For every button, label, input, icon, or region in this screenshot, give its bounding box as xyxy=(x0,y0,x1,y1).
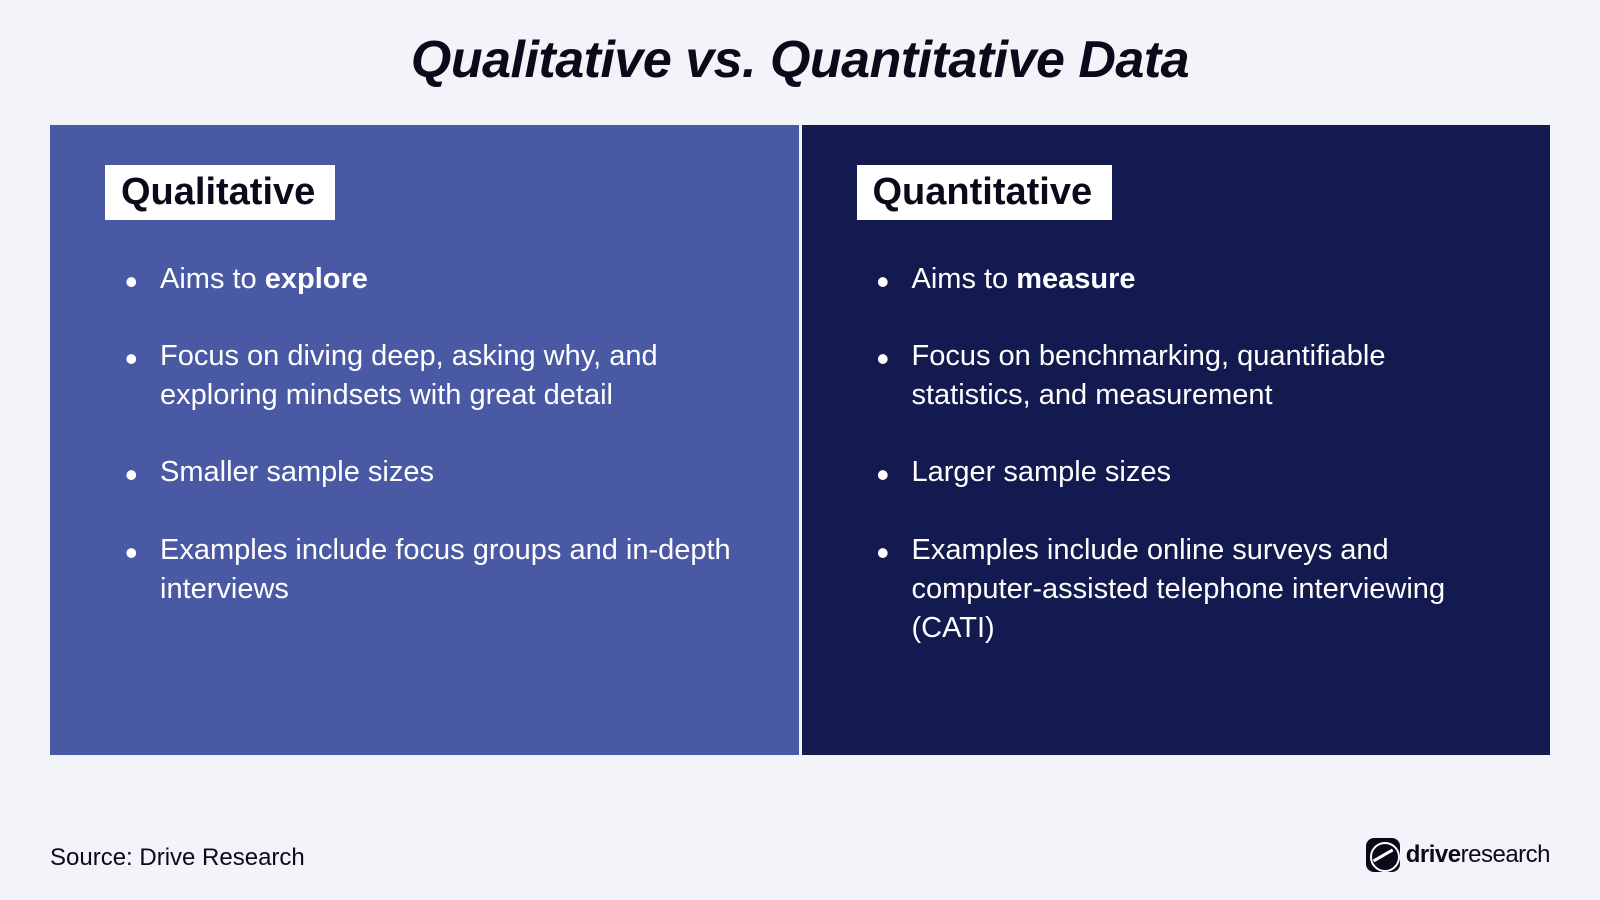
bullet-text-prefix: Larger sample sizes xyxy=(912,456,1172,488)
logo-text-bold: drive xyxy=(1406,841,1461,868)
bullet-item: Focus on diving deep, asking why, and ex… xyxy=(125,337,744,415)
logo-text-suffix: research xyxy=(1461,841,1550,868)
brand-logo-icon xyxy=(1366,838,1400,872)
bullet-text-prefix: Focus on benchmarking, quantifiable stat… xyxy=(912,340,1386,411)
bullet-text-bold: measure xyxy=(1016,263,1135,295)
bullet-text-prefix: Focus on diving deep, asking why, and ex… xyxy=(160,340,658,411)
bullet-item: Aims to explore xyxy=(125,260,744,299)
bullet-text-prefix: Examples include online surveys and comp… xyxy=(912,534,1446,644)
bullet-text-prefix: Smaller sample sizes xyxy=(160,456,434,488)
brand-logo: driveresearch xyxy=(1366,838,1550,872)
bullet-text-prefix: Aims to xyxy=(160,263,265,295)
brand-logo-text: driveresearch xyxy=(1406,841,1550,869)
bullet-item: Smaller sample sizes xyxy=(125,453,744,492)
bullet-item: Aims to measure xyxy=(877,260,1496,299)
bullet-item: Larger sample sizes xyxy=(877,453,1496,492)
bullet-list-qualitative: Aims to explore Focus on diving deep, as… xyxy=(105,260,744,609)
bullet-item: Examples include focus groups and in-dep… xyxy=(125,531,744,609)
page-title: Qualitative vs. Quantitative Data xyxy=(50,30,1550,90)
panel-qualitative: Qualitative Aims to explore Focus on div… xyxy=(50,125,799,755)
footer: Source: Drive Research driveresearch xyxy=(50,838,1550,872)
panel-quantitative: Quantitative Aims to measure Focus on be… xyxy=(799,125,1551,755)
bullet-text-prefix: Examples include focus groups and in-dep… xyxy=(160,534,731,605)
panel-heading-qualitative: Qualitative xyxy=(105,165,335,220)
comparison-panels: Qualitative Aims to explore Focus on div… xyxy=(50,125,1550,755)
bullet-text-prefix: Aims to xyxy=(912,263,1017,295)
panel-heading-quantitative: Quantitative xyxy=(857,165,1113,220)
bullet-list-quantitative: Aims to measure Focus on benchmarking, q… xyxy=(857,260,1496,648)
source-text: Source: Drive Research xyxy=(50,844,305,872)
bullet-text-bold: explore xyxy=(265,263,368,295)
bullet-item: Focus on benchmarking, quantifiable stat… xyxy=(877,337,1496,415)
bullet-item: Examples include online surveys and comp… xyxy=(877,531,1496,648)
